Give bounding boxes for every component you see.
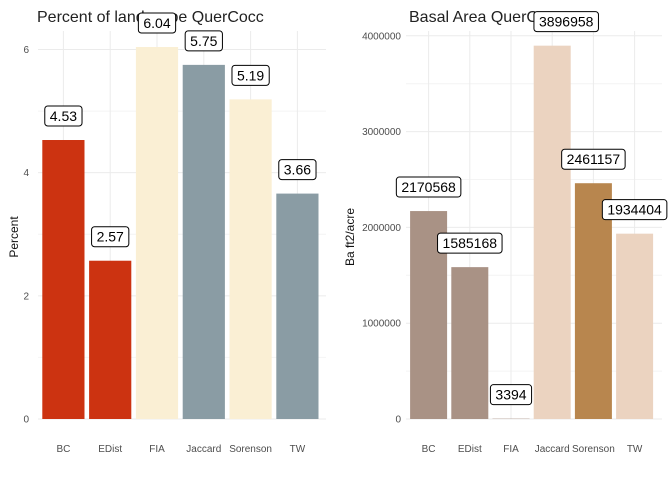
y-tick-label: 2 <box>23 291 29 302</box>
y-ticks: 0 2 4 6 <box>23 45 29 426</box>
data-label-box <box>278 159 317 181</box>
data-label: 3.66 <box>278 159 317 181</box>
percent-landscape-panel: Percent of landscape QuerCocc Percent 02… <box>7 9 326 455</box>
bar-tw <box>616 233 654 419</box>
bar-tw <box>276 193 319 419</box>
data-label-box <box>437 232 503 254</box>
bar-fia <box>135 47 179 420</box>
data-label-box <box>44 105 83 127</box>
x-tick-label: BC <box>422 444 436 455</box>
x-tick-label: BC <box>56 444 70 455</box>
data-labels: 2170568 1585168 3394 3896958 2461157 1934404 <box>395 11 668 406</box>
y-axis-label: Ba ft2/acre <box>343 208 357 266</box>
x-tick-label: Sorenson <box>572 444 615 455</box>
data-label: 1585168 <box>437 232 503 254</box>
data-label-text: 2461157 <box>567 151 621 167</box>
y-axis-label: Percent <box>7 216 21 258</box>
x-tick-label: TW <box>627 444 643 455</box>
x-tick-label: FIA <box>149 444 165 455</box>
y-tick-label: 0 <box>23 415 29 426</box>
data-label-text: 1934404 <box>607 202 662 218</box>
y-tick-label: 4 <box>23 168 29 179</box>
data-label: 5.19 <box>231 64 270 86</box>
data-label: 6.04 <box>137 12 177 34</box>
bars <box>42 47 319 420</box>
x-tick-label: TW <box>290 444 306 455</box>
data-label-box <box>489 384 533 406</box>
x-tick-label: Jaccard <box>535 444 570 455</box>
x-tick-label: Jaccard <box>186 444 221 455</box>
bar-edist <box>451 267 489 419</box>
data-label-text: 3394 <box>495 387 526 403</box>
data-label: 2170568 <box>395 176 462 198</box>
data-label-box <box>601 199 668 221</box>
y-tick-label: 1000000 <box>362 319 401 330</box>
data-label-box <box>184 30 223 52</box>
y-ticks: 0 1000000 2000000 3000000 4000000 <box>362 31 401 425</box>
bar-jaccard <box>533 45 571 419</box>
y-tick-label: 4000000 <box>362 31 401 42</box>
data-labels: 4.53 2.57 6.04 5.75 5.19 3.66 <box>44 12 317 248</box>
data-label-box <box>561 148 626 170</box>
data-label-text: 6.04 <box>143 15 170 31</box>
data-label: 1934404 <box>601 199 668 221</box>
data-label: 3394 <box>489 384 533 406</box>
data-label-text: 5.75 <box>190 33 217 49</box>
x-tick-label: FIA <box>503 444 519 455</box>
x-tick-label: Sorenson <box>229 444 272 455</box>
bar-sorenson <box>574 183 612 419</box>
x-ticks: BC EDist FIA Jaccard Sorenson TW <box>422 444 643 455</box>
data-label: 3896958 <box>533 11 599 33</box>
bar-bc <box>42 140 85 419</box>
x-ticks: BC EDist FIA Jaccard Sorenson TW <box>56 444 305 455</box>
data-label: 4.53 <box>44 105 83 127</box>
basal-area-panel: Basal Area QuerCocc Ba ft2/acre 0 1000000… <box>343 9 668 455</box>
data-label-text: 1585168 <box>443 235 498 251</box>
data-label-text: 3896958 <box>539 14 594 30</box>
chart-title: Basal Area QuerCocc <box>409 9 563 26</box>
x-tick-label: EDist <box>458 444 482 455</box>
data-label-text: 2.57 <box>97 229 124 245</box>
data-label-box <box>137 12 177 34</box>
y-tick-label: 0 <box>395 415 401 426</box>
y-tick-label: 2000000 <box>362 223 401 234</box>
data-label-box <box>91 226 130 248</box>
data-label-box <box>231 64 270 86</box>
data-label: 2.57 <box>91 226 130 248</box>
bar-jaccard <box>182 64 225 419</box>
data-label-text: 2170568 <box>401 179 456 195</box>
data-label-text: 3.66 <box>284 162 311 178</box>
data-label-text: 5.19 <box>237 67 264 83</box>
data-label-text: 4.53 <box>50 108 77 124</box>
x-tick-label: EDist <box>98 444 122 455</box>
y-tick-label: 6 <box>23 45 29 56</box>
data-label: 5.75 <box>184 30 223 52</box>
bar-edist <box>89 260 132 419</box>
data-label: 2461157 <box>561 148 626 170</box>
bars <box>410 45 654 419</box>
data-label-box <box>395 176 462 198</box>
y-tick-label: 3000000 <box>362 127 401 138</box>
data-label-box <box>533 11 599 33</box>
bar-sorenson <box>229 99 272 419</box>
